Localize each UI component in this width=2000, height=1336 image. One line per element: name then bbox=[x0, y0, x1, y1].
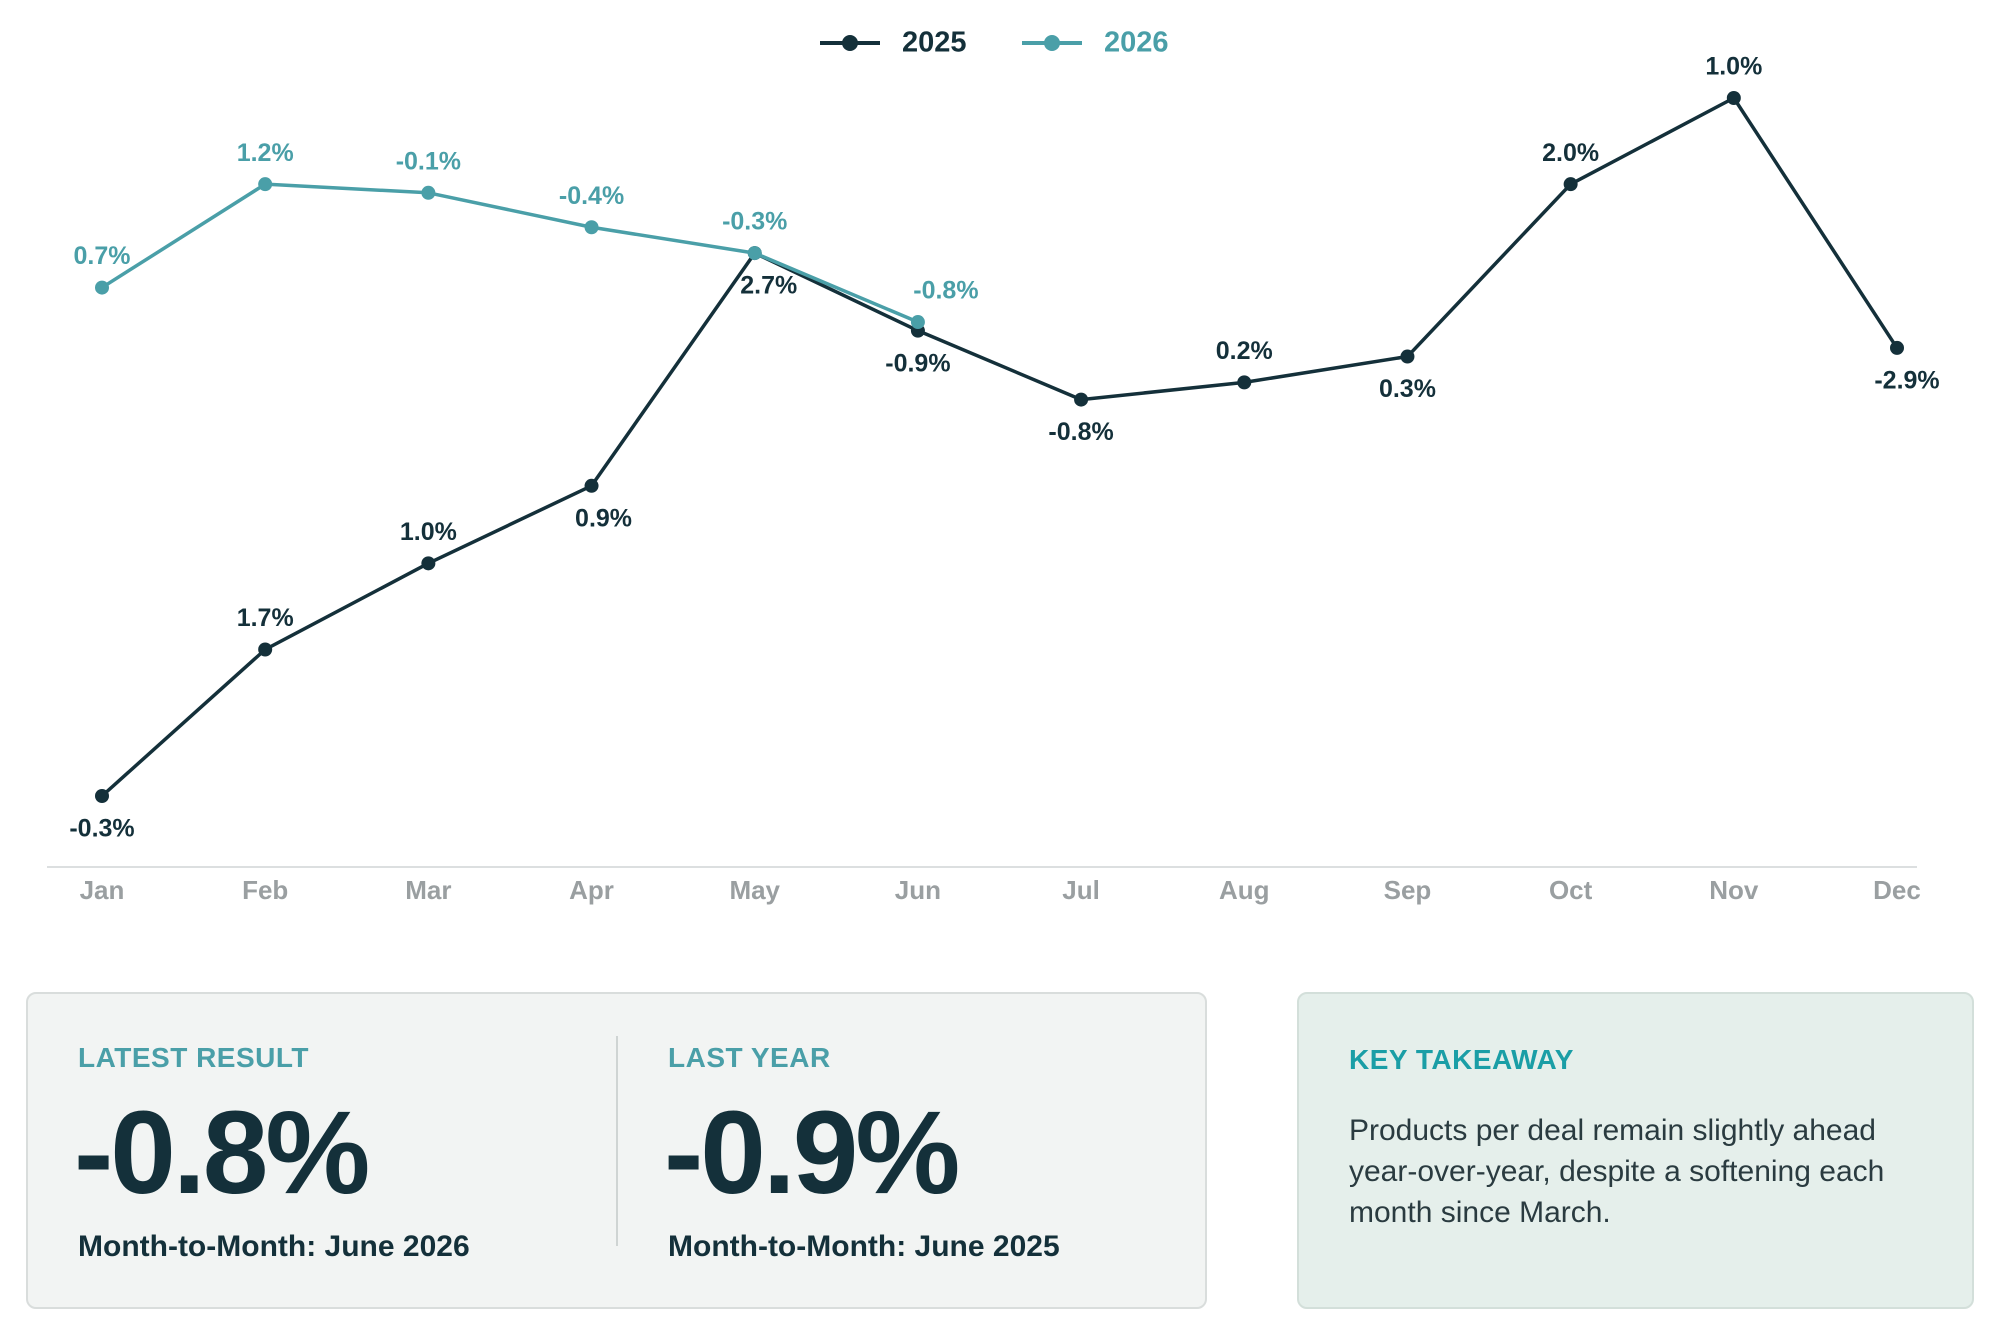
data-point bbox=[95, 789, 109, 803]
summary-card: LATEST RESULT -0.8% Month-to-Month: June… bbox=[26, 992, 1207, 1309]
data-point bbox=[910, 315, 925, 330]
x-tick-label: Sep bbox=[1384, 875, 1432, 905]
legend-marker bbox=[842, 35, 858, 51]
x-tick-label: Nov bbox=[1709, 875, 1759, 905]
data-point bbox=[258, 642, 273, 657]
data-point bbox=[421, 556, 436, 571]
data-point bbox=[1400, 349, 1415, 364]
legend-marker bbox=[1044, 35, 1060, 51]
series-line bbox=[101, 182, 919, 324]
card-caption: Month-to-Month: June 2025 bbox=[668, 1230, 1060, 1263]
data-label: 1.0% bbox=[1705, 53, 1762, 81]
x-tick-label: Aug bbox=[1219, 875, 1270, 905]
card-label: LATEST RESULT bbox=[78, 1042, 310, 1073]
legend-label: 2026 bbox=[1104, 27, 1169, 59]
data-label: -2.9% bbox=[1874, 367, 1939, 395]
data-label: -0.3% bbox=[69, 815, 134, 843]
data-label: 1.7% bbox=[237, 604, 294, 632]
x-tick-label: Jan bbox=[80, 875, 125, 905]
x-tick-label: Apr bbox=[569, 875, 614, 905]
takeaway-text: Products per deal remain slightly ahead … bbox=[1349, 1114, 1885, 1229]
data-label: -0.1% bbox=[396, 147, 461, 175]
chart: Jan Feb Mar Apr May Jun Jul Aug Sep Oct Nov Dec 2025… bbox=[47, 27, 1940, 905]
takeaway-card: KEY TAKEAWAY Products per deal remain sl… bbox=[1297, 992, 1974, 1309]
data-label: 2.7% bbox=[740, 272, 797, 300]
data-point bbox=[1890, 340, 1904, 355]
data-label: -0.8% bbox=[913, 277, 978, 305]
data-label: -0.3% bbox=[722, 208, 787, 236]
x-tick-label: Jul bbox=[1062, 875, 1100, 905]
divider bbox=[616, 1036, 618, 1246]
series-line bbox=[100, 96, 1899, 798]
data-point bbox=[584, 220, 599, 235]
x-tick-label: Oct bbox=[1549, 875, 1593, 905]
x-tick-label: Dec bbox=[1873, 875, 1921, 905]
data-label: 0.9% bbox=[575, 504, 632, 532]
data-point bbox=[1563, 177, 1578, 192]
data-label: -0.9% bbox=[885, 349, 950, 377]
card-label: LAST YEAR bbox=[668, 1042, 831, 1073]
data-label: 1.2% bbox=[237, 139, 294, 167]
x-tick-label: May bbox=[729, 875, 780, 905]
data-label: 1.0% bbox=[400, 518, 457, 546]
data-label: 0.3% bbox=[1379, 375, 1436, 403]
data-point bbox=[1237, 375, 1252, 390]
data-label: -0.4% bbox=[559, 182, 624, 210]
data-point bbox=[258, 177, 273, 192]
takeaway-title: KEY TAKEAWAY bbox=[1349, 1044, 1574, 1075]
data-label: 0.7% bbox=[74, 242, 131, 270]
x-tick-label: Mar bbox=[405, 875, 451, 905]
data-label: -0.8% bbox=[1048, 418, 1113, 446]
data-point bbox=[421, 185, 436, 200]
data-label: 2.0% bbox=[1542, 139, 1599, 167]
card-caption: Month-to-Month: June 2026 bbox=[78, 1230, 470, 1263]
data-point bbox=[747, 246, 762, 261]
data-point bbox=[584, 478, 599, 493]
data-point bbox=[95, 280, 109, 295]
legend-label: 2025 bbox=[902, 27, 967, 59]
data-point bbox=[1074, 392, 1089, 407]
card-value: -0.9% bbox=[664, 1087, 960, 1219]
x-tick-label: Feb bbox=[242, 875, 288, 905]
card-value: -0.8% bbox=[74, 1087, 370, 1219]
data-point bbox=[1726, 91, 1741, 105]
x-tick-label: Jun bbox=[895, 875, 941, 905]
data-label: 0.2% bbox=[1216, 337, 1273, 365]
